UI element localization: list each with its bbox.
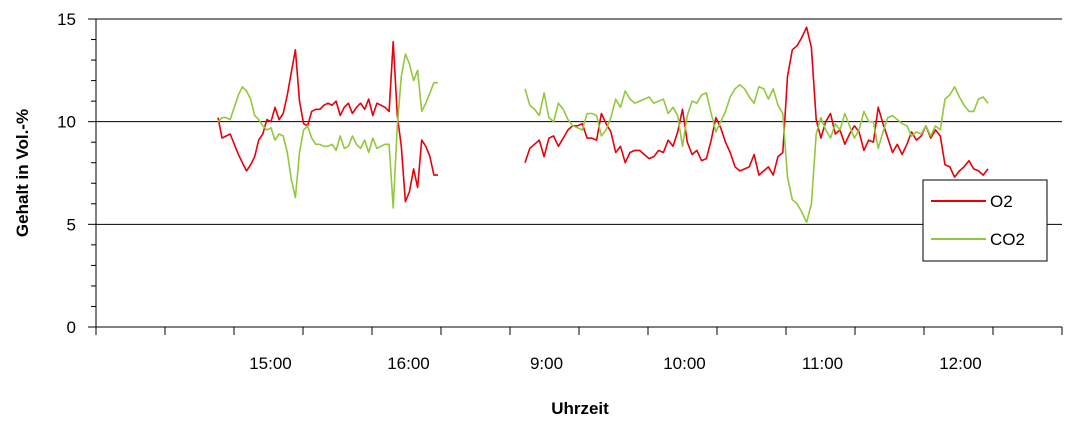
x-tick-label: 16:00 [387,354,430,373]
y-tick-label: 10 [57,113,76,132]
x-tick-label: 15:00 [249,354,292,373]
y-tick-label: 15 [57,10,76,29]
y-axis-title: Gehalt in Vol.-% [13,109,32,237]
legend-label-co2: CO2 [990,230,1025,249]
series-lines [217,26,989,224]
axes [95,19,1062,328]
x-axis-title: Uhrzeit [551,399,609,418]
x-ticks: 15:00 16:00 9:00 10:00 11:00 12:00 [95,327,1063,373]
x-tick-label: 9:00 [530,354,563,373]
y-ticks: 0 5 10 15 [57,10,96,337]
y-tick-label: 5 [67,215,76,234]
x-tick-label: 10:00 [663,354,706,373]
series-line-o2 [524,26,989,178]
series-line-co2 [524,83,989,224]
x-tick-label: 12:00 [939,354,982,373]
legend: O2 CO2 [922,179,1048,262]
y-tick-label: 0 [67,318,76,337]
legend-label-o2: O2 [990,192,1013,211]
legend-box [922,179,1048,262]
x-tick-label: 11:00 [802,354,843,373]
series-line-o2 [217,40,438,203]
gridlines [96,18,1062,225]
series-line-co2 [217,53,438,209]
